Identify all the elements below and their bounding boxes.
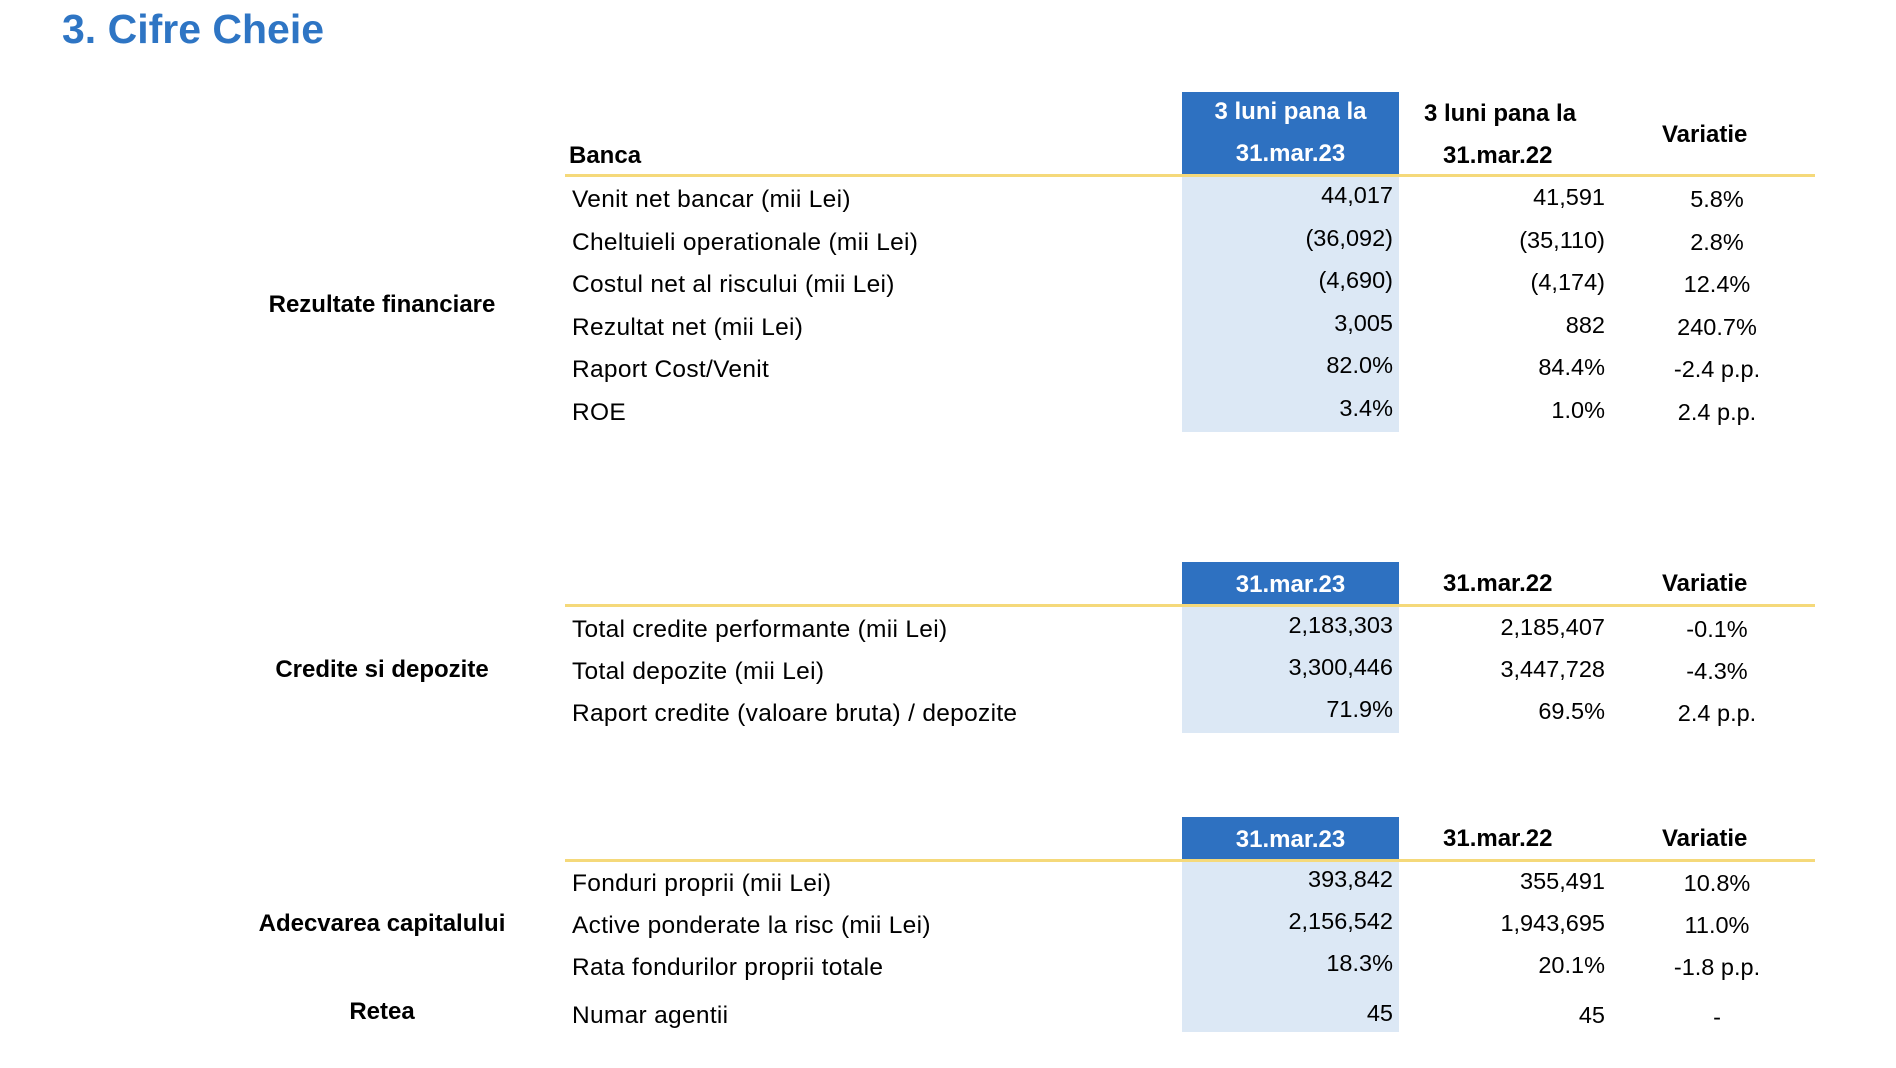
value-current: 3.4% [1339, 394, 1393, 421]
header-rule [565, 604, 1815, 607]
row-label: Raport credite (valoare bruta) / depozit… [572, 700, 1018, 727]
value-previous: 45 [1578, 1002, 1605, 1028]
value-current: (36,092) [1305, 224, 1393, 251]
value-previous: 69.5% [1538, 698, 1605, 724]
section-label: Credite si depozite [275, 656, 489, 683]
value-previous: 84.4% [1538, 354, 1605, 380]
col2-header-line2: 31.mar.22 [1443, 142, 1553, 169]
value-variatie: 2.4 p.p. [1677, 398, 1757, 425]
value-current: 393,842 [1308, 866, 1393, 892]
value-previous: (35,110) [1519, 226, 1605, 253]
value-current: (4,690) [1318, 267, 1393, 293]
col2-header: 31.mar.22 [1443, 825, 1553, 852]
highlight-column-current [1182, 177, 1399, 432]
value-previous: 41,591 [1533, 184, 1605, 210]
value-variatie: -0.1% [1686, 616, 1748, 642]
col1-header-line1: 3 luni pana la [1214, 98, 1367, 125]
col3-header: Variatie [1662, 570, 1748, 597]
entity-label: Banca [569, 142, 642, 169]
row-label: Rezultat net (mii Lei) [572, 313, 804, 341]
highlight-header-current: 3 luni pana la 31.mar.23 [1182, 92, 1399, 174]
value-current: 2,183,303 [1288, 612, 1393, 638]
value-variatie: -2.4 p.p. [1673, 356, 1761, 382]
col3-header: Variatie [1662, 825, 1748, 852]
col2-header-line1: 3 luni pana la [1424, 100, 1577, 127]
section-label: Rezultate financiare [268, 291, 496, 318]
row-label: Venit net bancar (mii Lei) [572, 186, 851, 213]
value-variatie: 240.7% [1677, 313, 1757, 340]
highlight-column-current [1182, 607, 1399, 733]
section-label: Adecvarea capitalului [258, 910, 506, 937]
value-current: 3,300,446 [1288, 654, 1393, 680]
page-title: 3. Cifre Cheie [62, 6, 325, 52]
value-previous: 1.0% [1551, 396, 1605, 423]
value-current: 18.3% [1326, 950, 1393, 976]
value-variatie: 11.0% [1684, 912, 1750, 938]
value-variatie: 5.8% [1690, 186, 1744, 212]
value-variatie: 12.4% [1683, 271, 1751, 297]
row-label: Raport Cost/Venit [572, 356, 770, 383]
value-previous: 3,447,728 [1500, 656, 1605, 682]
value-previous: 2,185,407 [1500, 614, 1605, 640]
row-label: Costul net al riscului (mii Lei) [572, 271, 895, 298]
row-label: Numar agentii [572, 1002, 729, 1029]
row-label: Total credite performante (mii Lei) [572, 616, 948, 643]
value-previous: 882 [1565, 311, 1605, 338]
row-label: Active ponderate la risc (mii Lei) [572, 912, 931, 939]
value-previous: 20.1% [1538, 952, 1605, 978]
value-current: 3,005 [1334, 309, 1393, 336]
section-label-retea: Retea [349, 998, 415, 1025]
header-rule [565, 859, 1815, 862]
col1-header-line2: 31.mar.23 [1235, 140, 1346, 167]
highlight-column-current [1182, 862, 1399, 1032]
row-label: Total depozite (mii Lei) [572, 658, 825, 685]
row-label: ROE [572, 398, 626, 426]
value-variatie: 2.4 p.p. [1677, 700, 1757, 726]
value-current: 2,156,542 [1288, 908, 1393, 934]
col2-header: 31.mar.22 [1443, 570, 1553, 597]
value-current: 82.0% [1326, 352, 1393, 378]
row-label: Rata fondurilor proprii totale [572, 954, 884, 981]
value-current: 45 [1366, 1000, 1393, 1026]
value-current: 71.9% [1326, 696, 1393, 722]
value-previous: (4,174) [1530, 269, 1605, 295]
value-previous: 355,491 [1520, 868, 1605, 894]
col1-header: 31.mar.23 [1182, 562, 1399, 604]
row-label: Fonduri proprii (mii Lei) [572, 870, 832, 897]
col3-header: Variatie [1662, 121, 1748, 148]
value-variatie: - [1713, 1004, 1721, 1030]
row-label: Cheltuieli operationale (mii Lei) [572, 228, 919, 256]
header-rule [565, 174, 1815, 177]
value-variatie: 10.8% [1683, 870, 1751, 896]
value-previous: 1,943,695 [1500, 910, 1605, 936]
value-variatie: 2.8% [1690, 228, 1744, 255]
col1-header: 31.mar.23 [1182, 817, 1399, 859]
value-variatie: -4.3% [1686, 658, 1748, 684]
value-current: 44,017 [1321, 182, 1393, 208]
value-variatie: -1.8 p.p. [1673, 954, 1761, 980]
